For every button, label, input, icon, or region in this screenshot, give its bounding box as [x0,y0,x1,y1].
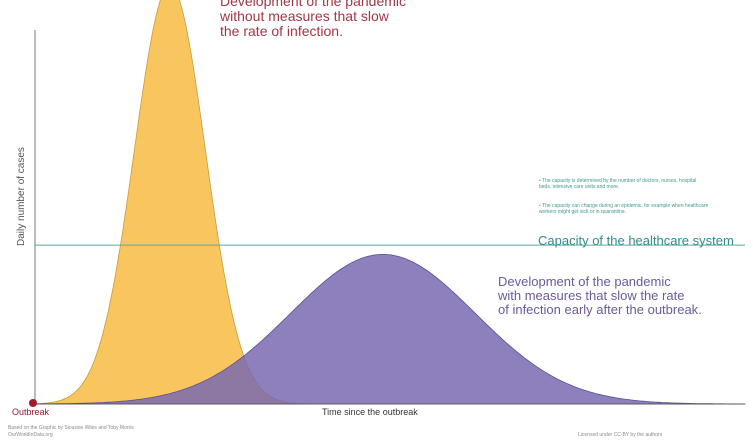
capacity-note-1: • The capacity is determined by the numb… [539,178,697,190]
unmitigated-label-line-2: without measures that slow [220,8,389,24]
credit-line-3: Licensed under CC-BY by the authors [578,432,663,438]
mitigated-label-line-1: Development of the pandemic [498,274,671,289]
mitigated-curve [34,254,746,405]
y-axis-label: Daily number of cases [16,147,27,246]
unmitigated-label-line-3: the rate of infection. [220,23,343,39]
outbreak-origin-dot [29,399,37,407]
capacity-label: Capacity of the healthcare system [538,233,734,248]
outbreak-label: Outbreak [12,407,50,417]
mitigated-curve-label: Development of the pandemic with measure… [498,275,702,317]
mitigated-label-line-2: with measures that slow the rate [498,288,685,303]
unmitigated-curve-label: Development of the pandemic without meas… [220,0,406,39]
mitigated-label-line-3: of infection early after the outbreak. [498,302,702,317]
unmitigated-label-line-1: Development of the pandemic [220,0,406,9]
x-axis-label: Time since the outbreak [322,407,418,417]
credit-line-1: Based on the Graphic by Siouxsie Wiles a… [8,425,134,431]
credit-line-2: OurWorldInData.org [8,432,53,438]
capacity-note-2: • The capacity can change during an epid… [539,203,709,215]
